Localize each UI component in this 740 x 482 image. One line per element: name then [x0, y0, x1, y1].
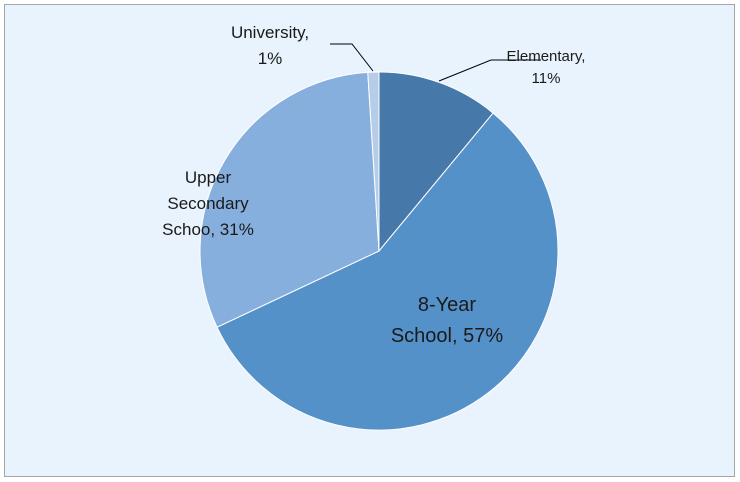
pie-slice-elementary [378, 71, 494, 253]
pie-slices [199, 71, 559, 431]
data-label-elementary: Elementary, 11% [507, 48, 586, 87]
data-label-8-year-school: 8-Year School, 57% [391, 294, 504, 347]
data-label-line: Upper [185, 168, 232, 187]
pie-chart: Elementary, 11% 8-Year School, 57% Upper Seco… [162, 23, 585, 431]
pie-slice-8-year-school [216, 112, 559, 431]
leader-line-university [330, 43, 374, 72]
data-label-line: 11% [532, 70, 561, 87]
pie-slice-university [367, 71, 380, 252]
data-label-line: 8-Year [418, 294, 477, 316]
data-label-line: Elementary, [507, 48, 586, 65]
pie-slice-upper-secondary-schoo [199, 71, 380, 328]
data-labels: Elementary, 11% 8-Year School, 57% Upper Seco… [162, 23, 585, 347]
data-label-line: University, [231, 23, 309, 42]
chart-area: Elementary, 11% 8-Year School, 57% Upper Seco… [4, 4, 735, 477]
data-label-line: 1% [258, 49, 283, 68]
data-label-line: School, 57% [391, 325, 504, 347]
data-label-university: University, 1% [231, 23, 309, 68]
data-label-line: Schoo, 31% [162, 220, 254, 239]
data-label-upper-secondary-schoo: Upper Secondary Schoo, 31% [162, 168, 254, 239]
leader-lines [330, 43, 541, 82]
leader-line-elementary [438, 59, 541, 82]
data-label-line: Secondary [167, 194, 249, 213]
